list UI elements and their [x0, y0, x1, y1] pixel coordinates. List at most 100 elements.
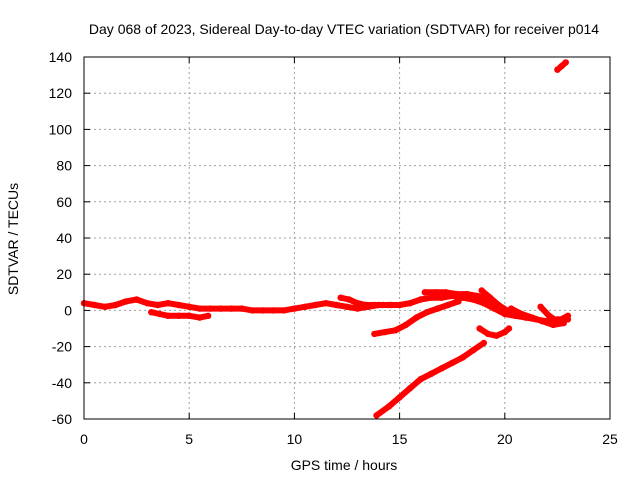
data-point [501, 328, 508, 336]
data-point [402, 321, 410, 329]
data-point [545, 312, 553, 319]
data-point [417, 376, 424, 383]
data-point [539, 318, 546, 325]
data-point [156, 310, 163, 318]
series-lower-arc-3-6h [148, 309, 212, 321]
data-point [312, 301, 319, 309]
data-point [196, 305, 203, 312]
data-point [385, 403, 393, 410]
data-point [396, 301, 403, 309]
data-point [421, 289, 428, 296]
series-dip-19-20h [476, 325, 513, 339]
y-tick-label: 0 [64, 302, 72, 318]
x-tick-label: 10 [287, 431, 303, 447]
data-point [186, 312, 193, 319]
data-point [362, 301, 370, 309]
y-tick-label: 120 [49, 85, 73, 101]
plot-frame [83, 56, 611, 420]
data-point [558, 62, 565, 70]
data-point [388, 301, 395, 309]
data-point [228, 305, 235, 312]
data-point [495, 301, 502, 309]
data-point [270, 307, 277, 314]
data-point [91, 301, 98, 309]
data-point [564, 312, 572, 319]
y-tick-label: 100 [49, 121, 73, 137]
data-point [438, 294, 445, 301]
data-point [554, 318, 561, 325]
data-point [280, 307, 288, 314]
data-point [371, 301, 378, 309]
data-point [101, 303, 109, 310]
ticks: 0 5 10 15 20 25 -60 -40 -20 0 20 40 60 80 100 120 140 [49, 49, 618, 447]
data-point [478, 287, 485, 294]
y-tick-label: 80 [56, 158, 72, 174]
series-outlier-22h [554, 59, 569, 73]
data-point [175, 301, 182, 309]
data-point [406, 300, 414, 307]
data-point [165, 312, 172, 319]
data-point [484, 330, 492, 338]
data-point [122, 298, 130, 305]
data-point [438, 365, 445, 372]
series-line [537, 303, 571, 325]
series-layer [80, 59, 572, 419]
data-point [518, 310, 525, 318]
data-point [345, 296, 353, 303]
data-point [217, 305, 224, 312]
y-tick-label: 40 [56, 230, 72, 246]
data-point [406, 385, 414, 392]
data-point [537, 303, 544, 310]
y-tick-label: -60 [52, 411, 72, 427]
grid-lines [84, 57, 610, 419]
series-main-band [80, 292, 572, 325]
data-point [343, 303, 351, 310]
data-point [428, 370, 435, 377]
y-tick-label: 20 [56, 266, 72, 282]
chart-title: Day 068 of 2023, Sidereal Day-to-day VTE… [89, 21, 599, 37]
data-point [493, 332, 500, 339]
data-point [396, 394, 403, 401]
data-point [413, 314, 420, 321]
series-line [373, 340, 487, 419]
data-point [474, 292, 481, 300]
data-point [459, 354, 466, 361]
data-point [249, 307, 256, 314]
data-point [455, 298, 462, 305]
series-rising-arc-14-18h [371, 298, 462, 338]
data-point [423, 309, 431, 316]
data-point [550, 321, 557, 329]
data-point [417, 296, 424, 303]
data-point [204, 312, 212, 319]
data-point [381, 328, 389, 336]
data-point [259, 307, 266, 314]
series-deep-rise-14-19h [373, 339, 487, 419]
data-point [165, 300, 172, 307]
data-point [434, 305, 441, 312]
data-point [322, 300, 330, 307]
data-point [373, 412, 380, 419]
data-point [432, 289, 439, 296]
y-tick-label: -40 [52, 375, 72, 391]
data-point [175, 312, 182, 319]
data-point [486, 294, 494, 301]
series-upper-arc-12-15h [337, 294, 395, 309]
data-point [291, 305, 298, 312]
data-point [354, 305, 361, 312]
data-point [507, 305, 515, 312]
data-point [333, 301, 340, 309]
x-axis-label: GPS time / hours [291, 457, 398, 473]
data-point [444, 301, 452, 309]
x-tick-label: 25 [602, 431, 618, 447]
data-point [154, 301, 161, 309]
x-tick-label: 15 [392, 431, 408, 447]
data-point [207, 305, 214, 312]
data-point [196, 314, 203, 321]
data-point [449, 359, 456, 367]
x-tick-label: 5 [185, 431, 193, 447]
data-point [562, 59, 569, 66]
data-point [379, 301, 386, 309]
data-point [529, 314, 536, 321]
data-point [133, 296, 140, 303]
